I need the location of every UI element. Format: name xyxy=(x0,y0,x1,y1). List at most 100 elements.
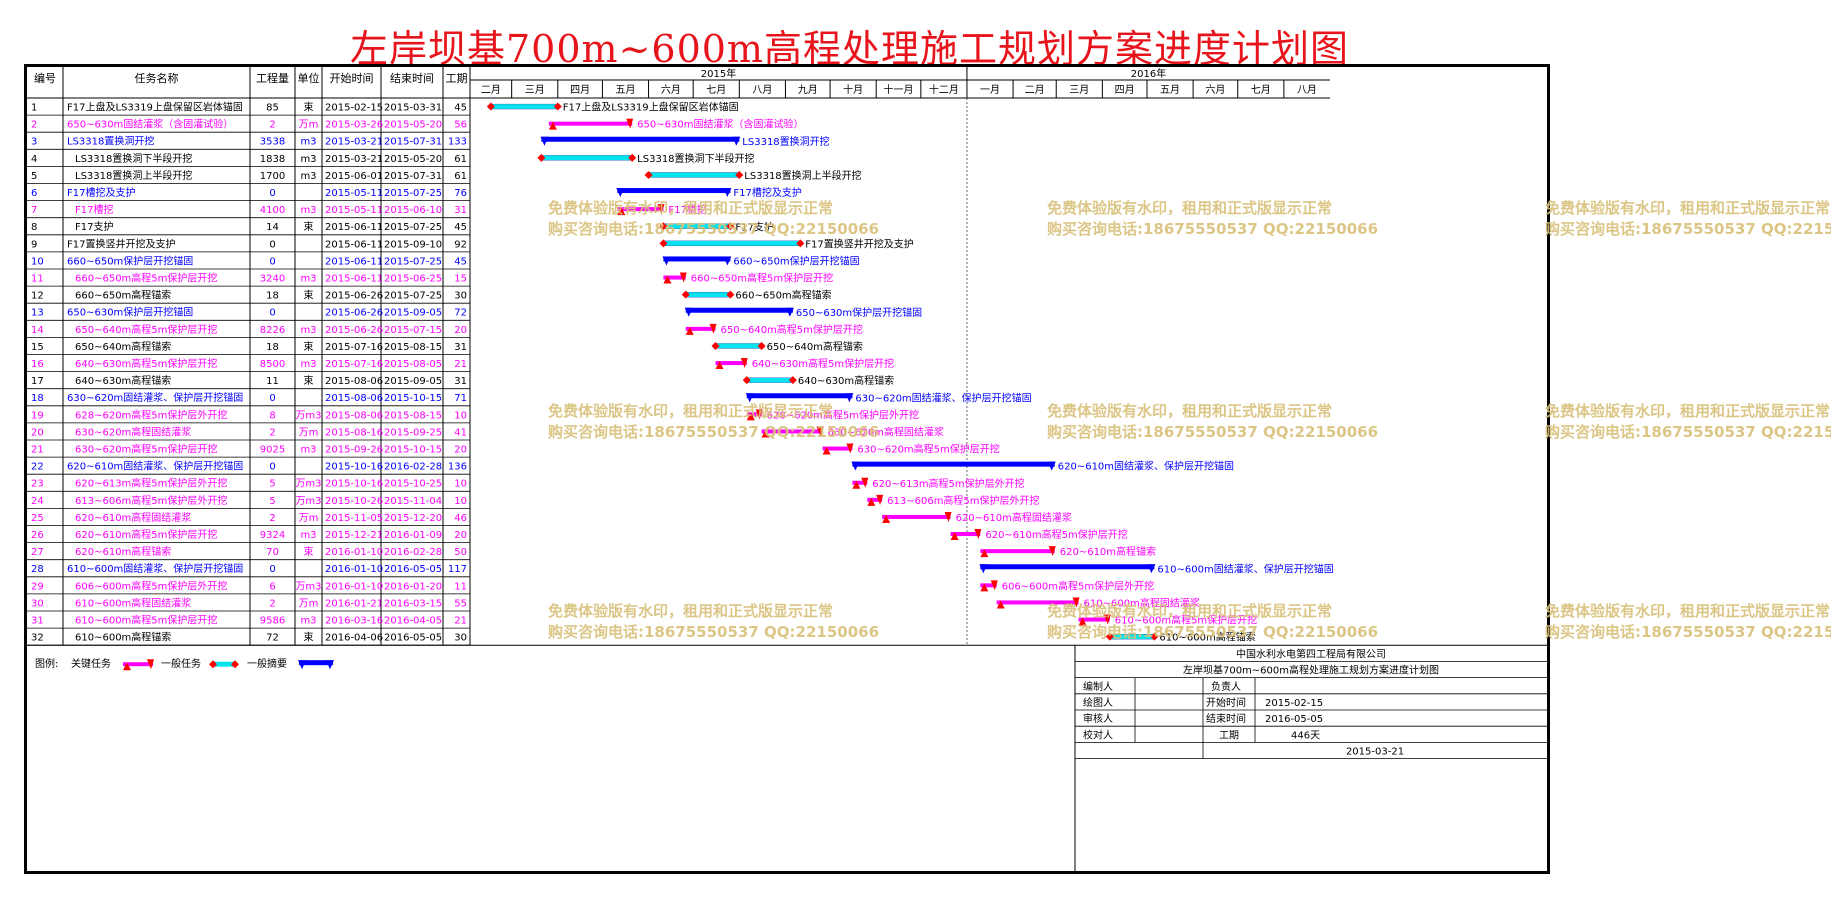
header-dur: 工期 xyxy=(446,72,468,85)
bar-label: 628~620m高程5m保护层外开挖 xyxy=(767,408,919,421)
watermark: 免费体验版有水印，租用和正式版显示正常 购买咨询电话:18675550537 QQ… xyxy=(1545,198,1831,240)
task-unit: m3 xyxy=(300,616,316,627)
bar-label: F17上盘及LS3319上盘保留区岩体锚固 xyxy=(563,101,739,114)
month-label: 七月 xyxy=(1251,84,1271,96)
task-name: F17支护 xyxy=(75,220,113,233)
task-id: 32 xyxy=(31,633,44,644)
task-name: 650~630m保护层开挖锚固 xyxy=(67,306,193,319)
task-qty: 85 xyxy=(266,103,279,114)
bar-label: 660~650m保护层开挖锚固 xyxy=(733,254,859,267)
task-qty: 6 xyxy=(269,581,275,592)
task-dur: 45 xyxy=(454,103,467,114)
end-marker xyxy=(861,477,869,488)
task-start: 2016-03-16 xyxy=(325,616,383,627)
titleblock-company: 中国水利水电第四工程局有限公司 xyxy=(1236,647,1386,660)
task-qty: 4100 xyxy=(260,205,285,216)
task-unit: 束 xyxy=(304,102,314,114)
task-unit: 束 xyxy=(304,341,314,353)
task-name: 650~640m高程锚索 xyxy=(75,340,171,353)
task-qty: 18 xyxy=(266,342,279,353)
task-start: 2015-06-11 xyxy=(325,256,383,267)
month-label: 六月 xyxy=(661,84,681,96)
titleblock-drafter: 绘图人 xyxy=(1083,696,1113,709)
task-dur: 10 xyxy=(454,410,467,421)
watermark: 免费体验版有水印，租用和正式版显示正常 购买咨询电话:18675550537 QQ… xyxy=(1047,401,1378,443)
task-dur: 45 xyxy=(454,256,467,267)
end-marker xyxy=(876,494,884,505)
summary-end-cap xyxy=(732,136,741,146)
task-qty: 8226 xyxy=(260,325,285,336)
task-qty: 11 xyxy=(266,376,279,387)
watermark: 免费体验版有水印，租用和正式版显示正常 购买咨询电话:18675550537 QQ… xyxy=(1047,601,1378,643)
start-marker xyxy=(742,376,751,385)
summary-end-cap xyxy=(1047,461,1056,471)
task-unit: m3 xyxy=(300,530,316,541)
task-name: 640~630m高程5m保护层开挖 xyxy=(75,357,217,370)
month-label: 九月 xyxy=(798,84,818,96)
task-qty: 3240 xyxy=(260,274,285,285)
task-id: 11 xyxy=(31,274,44,285)
watermark-line1: 免费体验版有水印，租用和正式版显示正常 xyxy=(1545,199,1831,217)
titleblock-owner: 负责人 xyxy=(1211,680,1241,693)
start-marker xyxy=(996,600,1005,609)
task-dur: 76 xyxy=(454,188,467,199)
summary-end-cap xyxy=(723,188,732,198)
bar-label: 630~620m固结灌浆、保护层开挖锚固 xyxy=(855,391,1031,404)
task-dur: 56 xyxy=(454,120,467,131)
task-unit: m3 xyxy=(300,137,316,148)
gantt-frame: 编号 任务名称 工程量 单位 开始时间 结束时间 工期 2015年 2016年 二月 三月 四月 五月六… xyxy=(24,64,1550,874)
task-id: 22 xyxy=(31,462,44,473)
task-dur: 21 xyxy=(454,359,467,370)
titleblock-plan-title: 左岸坝基700m~600m高程处理施工规划方案进度计划图 xyxy=(1183,664,1439,677)
titleblock-dur-label: 工期 xyxy=(1219,729,1239,741)
task-qty: 5 xyxy=(269,479,275,490)
task-bar xyxy=(1078,617,1110,622)
task-dur: 61 xyxy=(454,171,467,182)
task-bar xyxy=(996,600,1079,605)
task-qty: 2 xyxy=(269,120,275,131)
bar-label: 610~600m高程5m保护层开挖 xyxy=(1115,614,1257,627)
watermark-line2: 购买咨询电话:18675550537 QQ:22150066 xyxy=(1545,623,1831,641)
watermark-line1: 免费体验版有水印，租用和正式版显示正常 xyxy=(1047,402,1333,420)
task-end: 2015-07-25 xyxy=(384,188,442,199)
task-dur: 10 xyxy=(454,496,467,507)
task-end: 2015-10-25 xyxy=(384,479,442,490)
task-name: 620~610m高程固结灌浆 xyxy=(75,511,191,524)
legend-critical-start xyxy=(123,662,131,671)
end-marker xyxy=(628,153,637,162)
task-name: 660~650m高程锚索 xyxy=(75,289,171,302)
task-unit: m3 xyxy=(300,445,316,456)
header-end: 结束时间 xyxy=(390,72,434,85)
task-name: 650~640m高程5m保护层开挖 xyxy=(75,323,217,336)
task-name: 660~650m保护层开挖锚固 xyxy=(67,254,193,267)
end-marker xyxy=(626,118,634,129)
task-start: 2015-10-16 xyxy=(325,462,383,473)
task-id: 25 xyxy=(31,513,44,524)
task-id: 16 xyxy=(31,359,44,370)
task-start: 2015-10-16 xyxy=(325,479,383,490)
watermark-line2: 购买咨询电话:18675550537 QQ:22150066 xyxy=(1047,220,1379,238)
task-end: 2015-09-05 xyxy=(384,376,442,387)
start-marker xyxy=(980,583,989,592)
task-end: 2015-07-25 xyxy=(384,291,442,302)
summary-bar xyxy=(617,188,731,194)
watermark-line2: 购买咨询电话:18675550537 QQ:22150066 xyxy=(548,623,880,641)
task-bar xyxy=(715,343,762,349)
end-marker xyxy=(944,511,952,522)
task-id: 8 xyxy=(31,222,37,233)
legend-critical-swatch xyxy=(123,662,153,667)
task-end: 2015-12-20 xyxy=(384,513,442,524)
task-unit: 万m xyxy=(299,427,319,438)
task-id: 23 xyxy=(31,479,44,490)
task-start: 2015-06-01 xyxy=(325,171,383,182)
task-name: 610~600m高程锚索 xyxy=(75,631,171,644)
end-marker xyxy=(788,376,797,385)
task-dur: 11 xyxy=(454,581,467,592)
watermark-line2: 购买咨询电话:18675550537 QQ:22150066 xyxy=(548,220,880,238)
task-id: 5 xyxy=(31,171,37,182)
task-bar xyxy=(852,480,868,485)
start-marker xyxy=(617,207,626,216)
task-end: 2015-08-15 xyxy=(384,342,442,353)
task-bar xyxy=(663,240,801,247)
task-start: 2015-08-06 xyxy=(325,393,383,404)
